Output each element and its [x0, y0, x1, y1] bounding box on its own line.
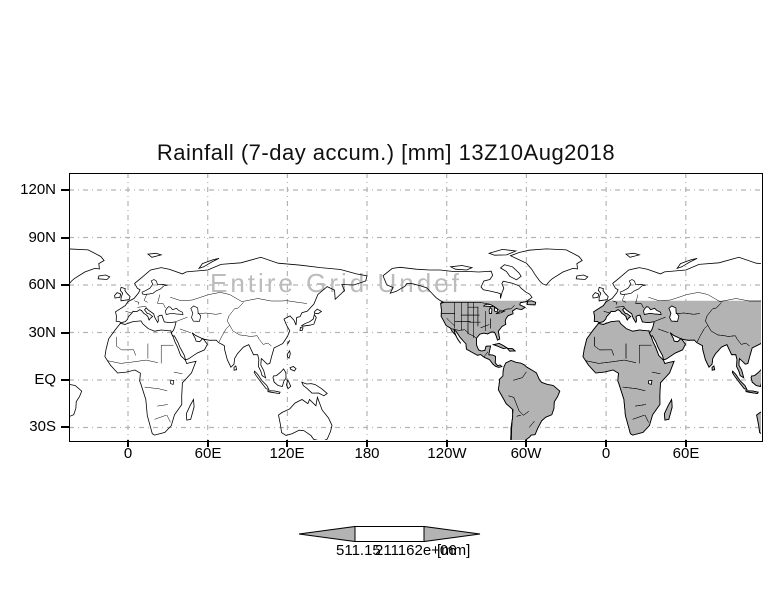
colorbar-high-label: 211162e+06 — [375, 542, 457, 559]
x-tick-label: 120E — [269, 445, 305, 462]
y-tick-label: 90N — [28, 229, 56, 246]
colorbar-left-arrow-icon — [298, 525, 356, 543]
x-tick-label: 60W — [510, 445, 542, 462]
y-tick-label: EQ — [34, 371, 56, 388]
y-tick-label: 60N — [28, 276, 56, 293]
x-tick-label: 60E — [672, 445, 700, 462]
colorbar-units-label: [mm] — [437, 542, 471, 559]
colorbar-right-arrow-icon — [423, 525, 481, 543]
x-axis-tick — [207, 440, 209, 447]
x-tick-label: 120W — [427, 445, 467, 462]
y-axis-tick — [61, 284, 69, 286]
x-tick-label: 180 — [354, 445, 380, 462]
colorbar: 511.15 211162e+06 [mm] — [290, 520, 505, 562]
map-frame — [69, 173, 763, 442]
plot-title: Rainfall (7-day accum.) [mm] 13Z10Aug201… — [156, 140, 616, 165]
world-map: Entire Grid Undef — [69, 173, 761, 440]
x-axis-tick — [525, 440, 527, 447]
colorbar-graphic — [298, 525, 481, 543]
coastline-layer-west — [69, 248, 368, 440]
x-tick-label: 0 — [601, 445, 611, 462]
x-tick-label: 0 — [123, 445, 133, 462]
colorbar-mid-box — [354, 526, 425, 542]
x-axis-tick — [286, 440, 288, 447]
colorbar-low-label: 511.15 — [336, 542, 381, 559]
y-tick-label: 30N — [28, 324, 56, 341]
x-axis-tick — [605, 440, 607, 447]
x-tick-label: 60E — [194, 445, 222, 462]
x-axis-tick — [446, 440, 448, 447]
x-axis-tick — [366, 440, 368, 447]
y-axis-tick — [61, 332, 69, 334]
x-axis-tick — [127, 440, 129, 447]
y-tick-label: 120N — [20, 181, 56, 198]
y-axis-tick — [61, 237, 69, 239]
y-tick-label: 30S — [29, 418, 56, 435]
x-axis-tick — [685, 440, 687, 447]
coastline-layer-east — [382, 248, 761, 440]
y-axis-tick — [61, 189, 69, 191]
y-axis-tick — [61, 426, 69, 428]
y-axis-tick — [61, 379, 69, 381]
